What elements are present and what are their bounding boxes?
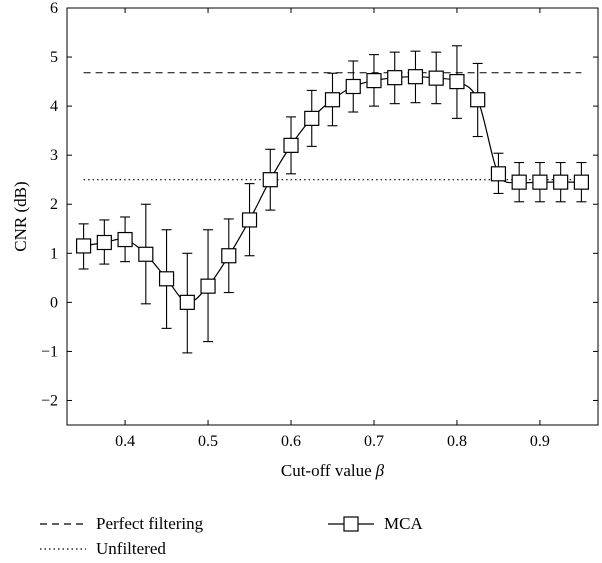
x-tick-label: 0.4: [115, 433, 135, 450]
data-point: [138, 246, 154, 262]
data-point: [75, 238, 92, 254]
legend-label: Perfect filtering: [96, 514, 204, 533]
data-point: [407, 69, 424, 85]
data-point: [387, 70, 403, 86]
x-tick-label: 0.9: [530, 433, 550, 450]
legend-item-mca: MCA: [326, 514, 423, 534]
data-point: [553, 174, 569, 190]
data-point: [304, 110, 320, 126]
x-tick-label: 0.8: [447, 433, 467, 450]
data-point: [221, 248, 237, 264]
y-axis-label: CNR (dB): [11, 181, 30, 251]
data-point: [511, 174, 527, 190]
square-marker-line-icon: [328, 516, 374, 532]
data-point: [324, 92, 341, 108]
data-point: [573, 174, 590, 190]
data-point: [366, 73, 382, 89]
dashed-line-icon: [40, 523, 86, 525]
x-tick-label: 0.5: [198, 433, 218, 450]
x-tick-label: 0.6: [281, 433, 301, 450]
legend-item-unfiltered: Unfiltered: [38, 539, 166, 559]
data-point: [262, 172, 278, 188]
y-tick-label: 4: [50, 98, 58, 115]
series-mca: [75, 45, 590, 354]
dotted-line-icon: [40, 548, 86, 550]
data-point: [283, 137, 299, 153]
data-point: [158, 271, 175, 287]
data-point: [449, 73, 465, 90]
y-tick-label: 1: [50, 245, 58, 262]
y-tick-label: 3: [50, 147, 58, 164]
data-point: [490, 166, 507, 182]
y-tick-label: 0: [50, 294, 58, 311]
data-point: [345, 78, 361, 95]
x-tick-label: 0.7: [364, 433, 384, 450]
y-tick-label: −1: [41, 343, 58, 360]
y-tick-label: −2: [41, 392, 58, 409]
data-point: [241, 212, 258, 228]
axis-ticks: 0.4 0.5 0.6 0.7 0.8 0.9 −2 −1 0 1 2 3 4 5 6: [41, 0, 598, 450]
x-axis-label: Cut-off value β: [281, 461, 385, 480]
y-tick-label: 5: [50, 49, 58, 66]
data-point: [117, 231, 133, 248]
legend-item-perfect-filtering: Perfect filtering: [38, 514, 203, 534]
data-point: [96, 234, 112, 251]
legend-label: MCA: [384, 514, 423, 533]
legend-label: Unfiltered: [96, 539, 166, 558]
y-tick-label: 2: [50, 196, 58, 213]
y-tick-label: 6: [50, 0, 58, 17]
data-point: [428, 70, 444, 86]
data-point: [532, 174, 548, 190]
data-point: [200, 278, 216, 294]
x-axis-label-symbol: β: [375, 461, 385, 480]
data-point: [179, 294, 195, 310]
data-point: [470, 92, 486, 108]
plot-frame: [66, 7, 599, 426]
x-axis-label-text: Cut-off value: [281, 461, 372, 480]
